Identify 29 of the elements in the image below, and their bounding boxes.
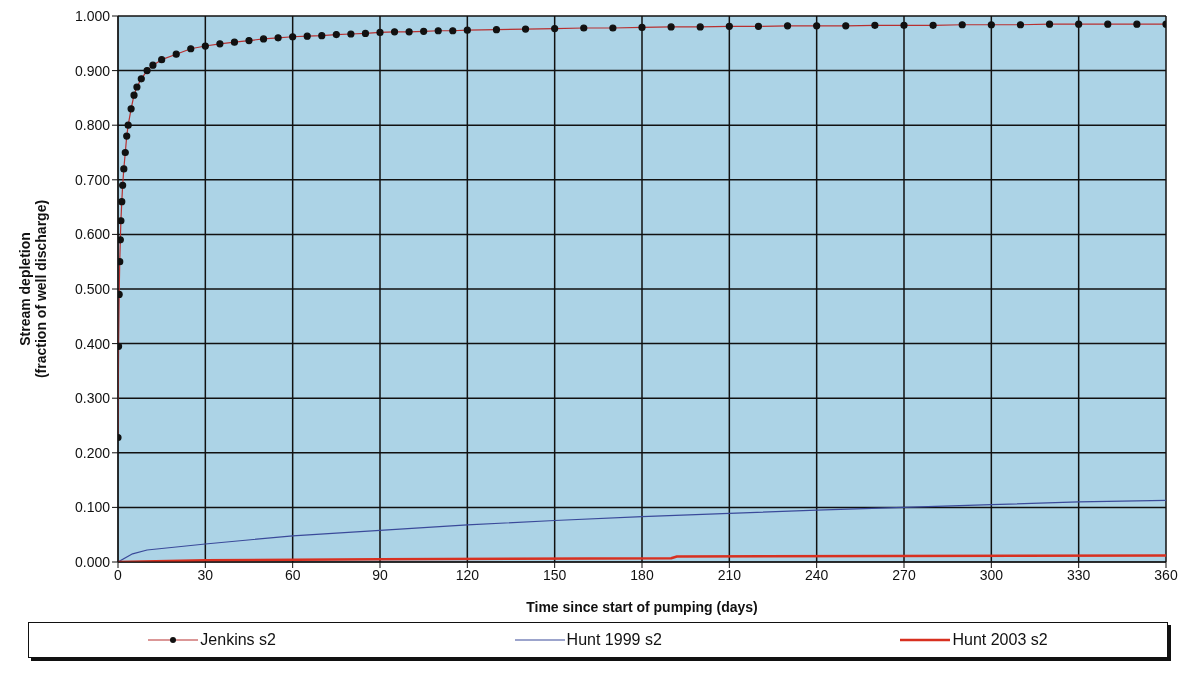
legend-label: Hunt 2003 s2 [952, 631, 1048, 649]
x-tick-label: 120 [455, 566, 480, 583]
x-tick-label: 300 [979, 566, 1004, 583]
y-tick-label: 0.900 [74, 62, 111, 79]
y-tick-label: 0.700 [74, 171, 111, 188]
y-tick-label: 0.100 [74, 499, 111, 516]
y-tick-label: 0.600 [74, 226, 111, 243]
y-axis-title: Stream depletion (fraction of well discharge) [17, 199, 49, 379]
y-tick-label: 1.000 [74, 7, 111, 24]
x-tick-label: 90 [372, 566, 388, 583]
x-tick-label: 240 [804, 566, 829, 583]
x-tick-label: 180 [630, 566, 654, 583]
x-axis-title: Time since start of pumping (days) [526, 599, 758, 615]
x-tick-label: 210 [717, 566, 742, 583]
x-tick-label: 0 [114, 566, 123, 583]
legend-label: Jenkins s2 [200, 631, 276, 649]
legend-label: Hunt 1999 s2 [566, 631, 662, 649]
x-tick-label: 60 [284, 566, 301, 583]
x-tick-label: 30 [197, 566, 214, 583]
y-tick-label: 0.000 [74, 553, 111, 570]
x-tick-label: 270 [892, 566, 916, 583]
x-tick-label: 330 [1066, 566, 1091, 583]
y-tick-label: 0.400 [74, 335, 111, 352]
x-tick-label: 150 [542, 566, 567, 583]
y-tick-label: 0.800 [74, 117, 111, 134]
y-tick-label: 0.200 [74, 444, 111, 461]
x-tick-label: 360 [1154, 566, 1178, 583]
y-tick-label: 0.500 [74, 280, 111, 297]
y-tick-label: 0.300 [74, 390, 111, 407]
